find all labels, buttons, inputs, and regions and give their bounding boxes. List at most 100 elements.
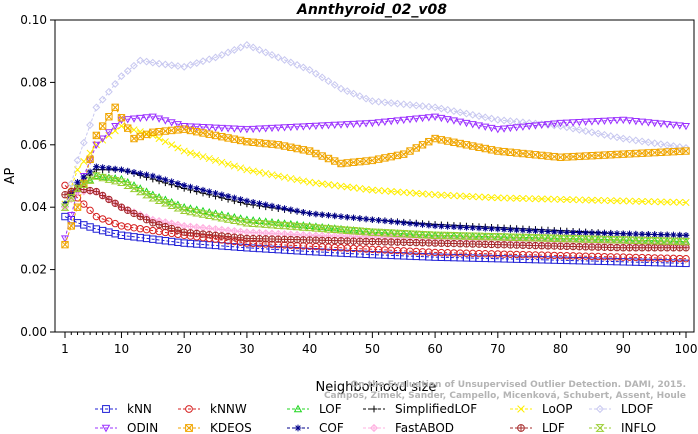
data-point xyxy=(287,174,295,183)
data-point xyxy=(682,232,690,239)
data-point xyxy=(405,230,415,238)
data-point xyxy=(211,124,220,132)
data-point xyxy=(594,118,603,126)
data-point xyxy=(344,213,351,221)
data-point xyxy=(500,194,508,202)
data-point xyxy=(550,242,558,250)
data-point xyxy=(92,131,101,140)
data-point xyxy=(412,144,420,152)
data-point xyxy=(305,223,315,232)
data-point xyxy=(575,125,584,134)
data-point xyxy=(656,120,665,128)
data-point xyxy=(186,229,195,237)
data-point xyxy=(261,125,270,133)
data-point xyxy=(61,181,69,190)
data-point xyxy=(155,220,163,229)
data-point xyxy=(104,175,114,183)
data-point xyxy=(179,206,189,215)
data-point xyxy=(343,121,352,129)
data-point xyxy=(568,235,578,243)
data-point xyxy=(142,215,151,224)
data-point xyxy=(306,178,314,186)
data-point xyxy=(60,203,70,211)
data-point xyxy=(205,154,213,163)
data-point xyxy=(275,204,282,211)
data-point xyxy=(255,235,264,243)
data-point xyxy=(412,101,421,110)
series-line-loop xyxy=(64,125,687,205)
series-loop xyxy=(61,122,690,208)
data-point xyxy=(136,56,145,65)
data-point xyxy=(644,198,652,206)
data-point xyxy=(111,230,119,238)
data-point xyxy=(117,178,126,186)
data-point xyxy=(582,196,590,204)
data-point xyxy=(330,225,340,234)
data-point xyxy=(675,237,685,246)
data-point xyxy=(569,242,577,251)
data-point xyxy=(79,180,89,189)
watermark: Campos, Zimek, Sander, Campello, Micenko… xyxy=(324,380,686,401)
data-point xyxy=(255,220,264,228)
data-point xyxy=(443,116,452,124)
data-point xyxy=(223,215,233,223)
legend-marker xyxy=(595,424,605,432)
data-point xyxy=(287,206,295,213)
data-point xyxy=(61,191,69,199)
data-point xyxy=(474,122,484,130)
data-point xyxy=(168,178,175,185)
data-point xyxy=(67,179,76,188)
data-point xyxy=(400,238,408,247)
data-point xyxy=(173,121,182,129)
data-point xyxy=(249,43,258,52)
data-point xyxy=(406,189,414,197)
data-point xyxy=(160,199,170,207)
legend-marker xyxy=(102,405,110,413)
data-point xyxy=(368,97,377,106)
data-point xyxy=(86,206,94,215)
data-point xyxy=(657,140,665,149)
data-point xyxy=(375,217,382,224)
data-point xyxy=(243,41,251,49)
data-point xyxy=(475,112,483,121)
data-point xyxy=(98,173,108,182)
data-point xyxy=(268,235,276,243)
data-point xyxy=(424,231,434,239)
data-point xyxy=(86,121,94,129)
data-point xyxy=(644,244,653,252)
data-point xyxy=(550,121,559,130)
data-point xyxy=(343,237,351,245)
data-point xyxy=(66,194,76,202)
y-tick-label: 0.08 xyxy=(20,75,47,89)
data-point xyxy=(656,237,666,245)
data-point xyxy=(186,207,195,216)
data-point xyxy=(217,225,226,234)
data-point xyxy=(92,103,101,112)
data-point xyxy=(135,187,145,196)
data-point xyxy=(206,188,213,195)
data-point xyxy=(607,197,615,205)
series-line-kdeos xyxy=(64,106,687,245)
data-point xyxy=(73,203,82,211)
data-point xyxy=(450,107,458,116)
data-point xyxy=(437,104,446,113)
data-point xyxy=(563,242,571,251)
legend-label: INFLO xyxy=(621,421,656,434)
data-point xyxy=(74,179,81,186)
data-point xyxy=(349,237,358,245)
data-point xyxy=(645,231,652,238)
data-point xyxy=(236,217,246,226)
data-point xyxy=(337,237,345,245)
data-point xyxy=(193,127,201,136)
data-point xyxy=(418,239,427,247)
chart-title: Annthyroid_02_v08 xyxy=(296,2,447,18)
data-point xyxy=(556,195,565,203)
data-point xyxy=(243,228,251,237)
data-point xyxy=(318,236,326,244)
data-point xyxy=(324,122,333,130)
data-point xyxy=(111,123,120,131)
data-point xyxy=(431,222,439,230)
data-point xyxy=(663,121,672,129)
data-point xyxy=(293,123,302,131)
data-point xyxy=(644,138,653,147)
